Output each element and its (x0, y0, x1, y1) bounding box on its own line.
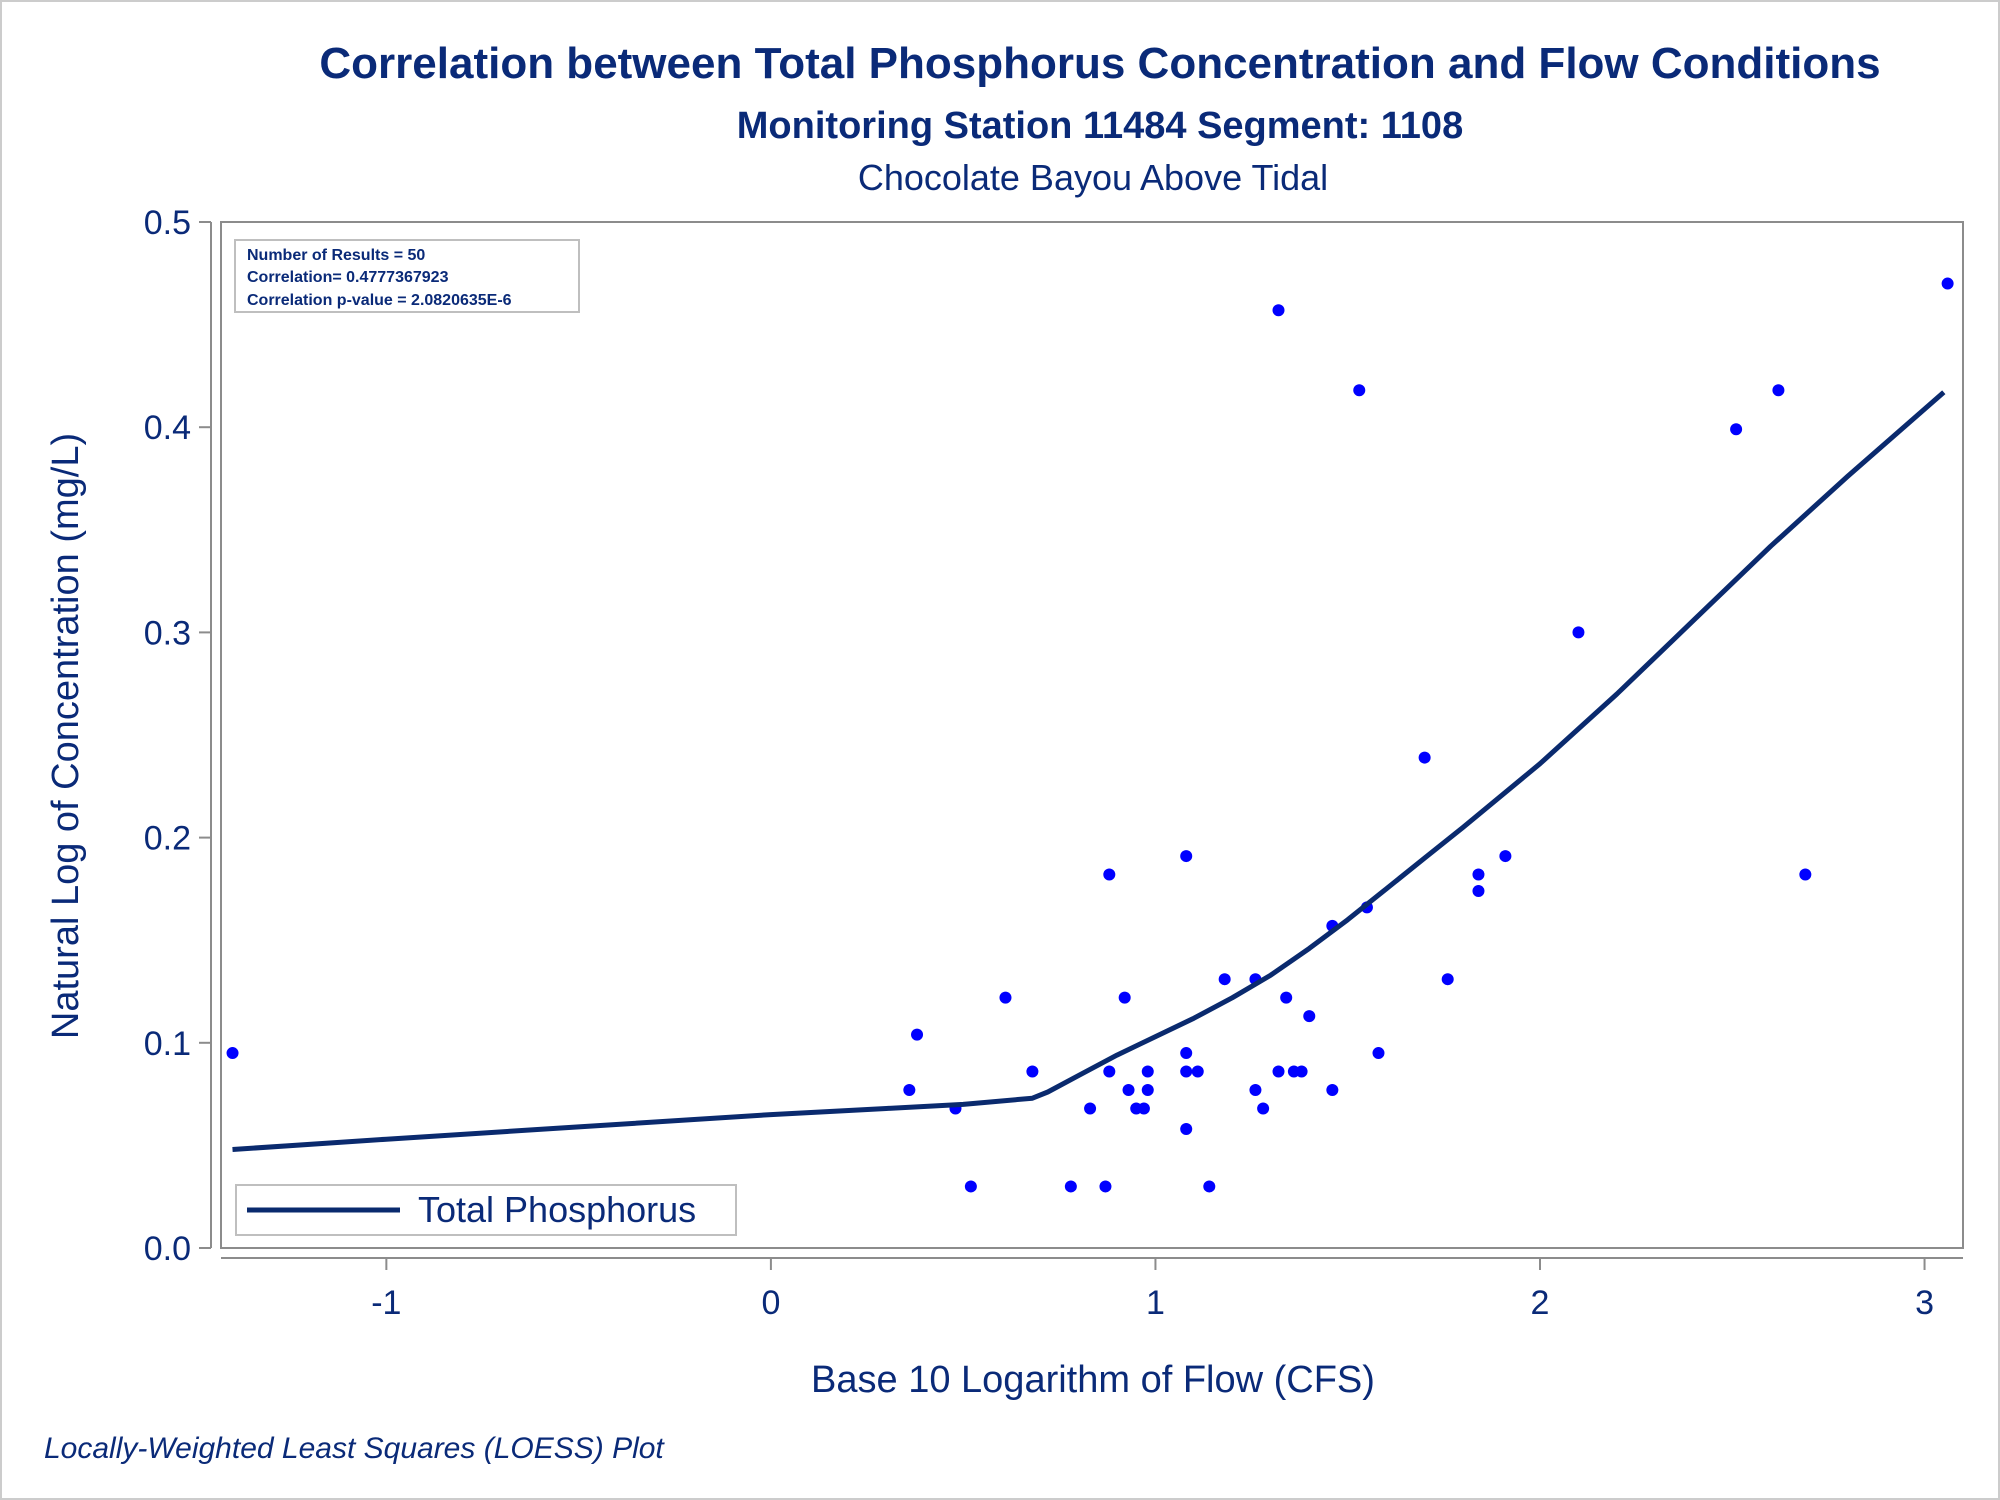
y-tick-label: 0.0 (144, 1230, 191, 1268)
data-point (1180, 1122, 1193, 1135)
data-point (1191, 1065, 1204, 1078)
loess-series (232, 390, 1946, 1152)
legend: Total Phosphorus (235, 1184, 737, 1236)
data-point (903, 1083, 916, 1096)
data-point (1295, 1065, 1308, 1078)
stats-results: Number of Results = 50 (247, 247, 425, 264)
data-point (1103, 868, 1116, 881)
data-point (1118, 991, 1131, 1004)
data-point (1472, 868, 1485, 881)
data-point (1099, 1180, 1112, 1193)
y-tick-label: 0.4 (144, 409, 191, 447)
data-point (1472, 884, 1485, 897)
x-axis-label: Base 10 Logarithm of Flow (CFS) (811, 1359, 1375, 1401)
data-point (1180, 1047, 1193, 1060)
data-point (1141, 1083, 1154, 1096)
data-point (1772, 384, 1785, 397)
data-point (1499, 850, 1512, 863)
data-point (1122, 1083, 1135, 1096)
x-tick-label: -1 (371, 1284, 401, 1322)
y-tick-label: 0.3 (144, 614, 191, 652)
footnote: Locally-Weighted Least Squares (LOESS) P… (44, 1432, 665, 1465)
data-point (1064, 1180, 1077, 1193)
stats-box: Number of Results = 50 Correlation= 0.47… (234, 239, 580, 313)
data-point (1203, 1180, 1216, 1193)
data-point (1180, 1065, 1193, 1078)
y-axis-label: Natural Log of Concentration (mg/L) (45, 433, 87, 1039)
data-point (1799, 868, 1812, 881)
chart-title: Correlation between Total Phosphorus Con… (319, 39, 1880, 88)
data-point (1180, 850, 1193, 863)
data-point (1026, 1065, 1039, 1078)
data-point (1941, 277, 1954, 290)
chart-subtitle-2: Chocolate Bayou Above Tidal (858, 157, 1328, 198)
data-point (1418, 751, 1431, 764)
data-point (1272, 304, 1285, 317)
x-tick-label: 2 (1531, 1284, 1550, 1322)
data-point (1084, 1102, 1097, 1115)
data-point (1218, 973, 1231, 986)
data-point (1372, 1047, 1385, 1060)
data-point (1257, 1102, 1270, 1115)
plot-area (220, 221, 1964, 1249)
data-point (1353, 384, 1366, 397)
data-point (911, 1028, 924, 1041)
x-tick-label: 0 (761, 1284, 780, 1322)
legend-label: Total Phosphorus (418, 1189, 696, 1230)
x-axis: -1 0 1 2 3 (221, 1257, 1963, 1322)
data-point (1249, 1083, 1262, 1096)
y-tick-label: 0.5 (144, 204, 191, 242)
data-point (1137, 1102, 1150, 1115)
data-point (1141, 1065, 1154, 1078)
data-point (1303, 1010, 1316, 1023)
x-tick-label: 1 (1146, 1284, 1165, 1322)
stats-p-value: Correlation p-value = 2.0820635E-6 (247, 292, 512, 309)
data-point (1280, 991, 1293, 1004)
y-tick-label: 0.1 (144, 1025, 191, 1063)
data-point (1572, 626, 1585, 639)
x-tick-label: 3 (1915, 1284, 1934, 1322)
data-point (1326, 1083, 1339, 1096)
stats-correlation: Correlation= 0.4777367923 (247, 269, 449, 286)
data-point (1441, 973, 1454, 986)
data-point (1103, 1065, 1116, 1078)
data-point (226, 1047, 239, 1060)
data-point (1272, 1065, 1285, 1078)
data-point (999, 991, 1012, 1004)
y-tick-label: 0.2 (144, 820, 191, 858)
data-point (964, 1180, 977, 1193)
data-point (1730, 423, 1743, 436)
stats-box-frame (234, 239, 580, 313)
loess-line (232, 390, 1946, 1152)
y-axis: 0.0 0.1 0.2 0.3 0.4 0.5 (144, 204, 212, 1268)
chart-subtitle: Monitoring Station 11484 Segment: 1108 (737, 105, 1463, 147)
